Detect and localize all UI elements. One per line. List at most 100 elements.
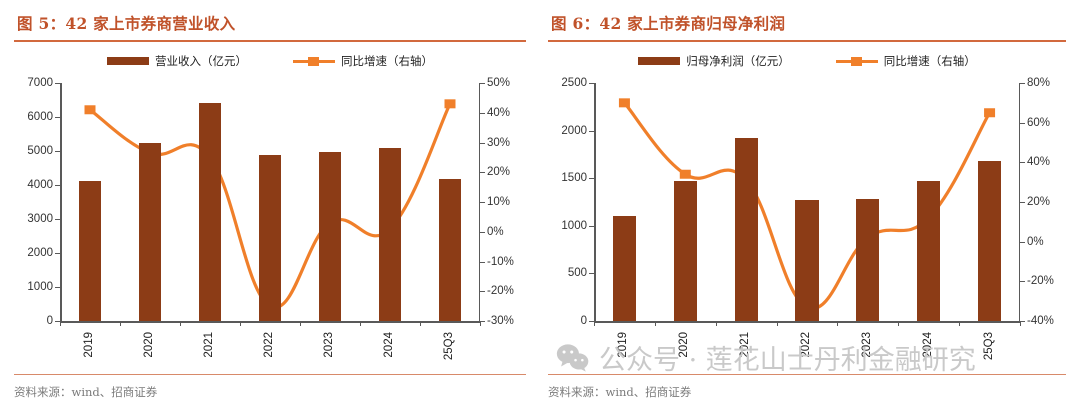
bar <box>795 200 819 321</box>
y-tick <box>55 117 60 118</box>
bar <box>438 178 462 321</box>
legend-item-bar: 营业收入（亿元） <box>107 53 247 69</box>
x-axis-label: 2021 <box>739 332 752 358</box>
bar <box>734 138 758 321</box>
figure-5-plot-area: 0 1000 2000 3000 4000 5000 6000 7000 -30% -20% -10… <box>14 75 526 375</box>
bar-swatch-icon <box>107 57 149 65</box>
x-axis-label: 2024 <box>921 332 934 358</box>
x-tick <box>959 321 961 326</box>
legend-item-line: 同比增速（右轴） <box>835 53 976 69</box>
y2-tick <box>480 291 485 293</box>
legend-item-bar: 归母净利润（亿元） <box>638 53 790 69</box>
y-axis-label: 1000 <box>27 281 53 293</box>
y-axis-label: 500 <box>567 267 587 280</box>
x-tick <box>240 321 241 326</box>
x-tick <box>776 321 778 326</box>
legend-label-bar: 归母净利润（亿元） <box>686 54 790 68</box>
x-axis-label: 2021 <box>203 332 215 358</box>
y-tick <box>55 321 60 322</box>
bar <box>978 161 1002 321</box>
y2-tick <box>480 142 485 144</box>
y-axis-label: 2000 <box>27 247 53 259</box>
y-tick <box>589 130 594 132</box>
line-marker <box>984 108 996 118</box>
x-tick <box>837 321 839 326</box>
bar <box>318 152 342 321</box>
y2-axis-label: -20% <box>487 285 514 298</box>
figure-5-footer: 资料来源：wind、招商证券 <box>14 373 526 401</box>
y2-axis-label: 50% <box>487 77 511 89</box>
y-axis-label: 6000 <box>27 111 53 123</box>
x-tick <box>360 321 361 326</box>
y-tick <box>589 83 594 84</box>
x-tick <box>420 321 421 326</box>
y2-tick <box>1020 83 1025 84</box>
line-marker <box>444 99 456 109</box>
y-tick <box>55 185 60 186</box>
y-axis-label: 3000 <box>27 213 53 225</box>
line-marker <box>679 169 691 179</box>
y2-axis-label: 20% <box>487 166 511 179</box>
y2-tick <box>480 172 485 174</box>
y-axis-label: 4000 <box>27 179 53 191</box>
x-axis-label: 2024 <box>383 332 395 358</box>
line-marker <box>84 105 96 115</box>
legend-item-line: 同比增速（右轴） <box>293 53 433 69</box>
y2-tick <box>480 261 485 263</box>
x-axis-label: 2022 <box>800 332 812 358</box>
y2-axis-label: 20% <box>1027 196 1051 208</box>
bar <box>612 216 636 321</box>
bar <box>198 103 222 321</box>
line-swatch-icon <box>835 56 878 66</box>
y-tick <box>55 253 60 254</box>
bar <box>138 142 162 321</box>
y-tick <box>589 273 594 275</box>
figure-6-plot: 0 500 1000 1500 2000 2500 -40% -20% 0% 20% 40% 60% 8… <box>561 77 1053 360</box>
figure-5-source: 资料来源：wind、招商证券 <box>14 385 158 399</box>
y2-tick <box>1020 202 1025 203</box>
figure-panel-5: 图 5：42 家上市券商营业收入 营业收入（亿元） 同比增速（右轴） 0 1000… <box>14 14 526 401</box>
x-axis-label: 2020 <box>143 332 155 358</box>
y2-axis-label: 0% <box>1027 235 1044 248</box>
bar <box>258 154 282 321</box>
x-tick <box>480 321 481 326</box>
bar <box>917 181 941 321</box>
figure-5-legend: 营业收入（亿元） 同比增速（右轴） <box>14 53 526 69</box>
figure-6-title-rule <box>548 40 1066 42</box>
y-tick <box>55 219 60 220</box>
x-axis-label: 2022 <box>263 332 275 358</box>
x-axis-label: 2019 <box>617 332 630 358</box>
figure-6-plot-area: 0 500 1000 1500 2000 2500 -40% -20% 0% 20% 40% 60% 8… <box>548 75 1066 375</box>
y2-axis-label: -10% <box>487 255 514 268</box>
figure-5-title: 图 5：42 家上市券商营业收入 <box>17 14 236 33</box>
figure-6-footer-rule <box>548 373 1066 375</box>
bar <box>673 181 697 321</box>
y-axis-label: 2500 <box>561 77 587 89</box>
y2-axis-label: -40% <box>1027 315 1054 327</box>
y2-axis-label: 80% <box>1027 77 1051 89</box>
y2-axis-label: 10% <box>487 196 511 208</box>
bar <box>856 199 880 321</box>
x-tick <box>300 321 301 326</box>
y2-axis-label: 30% <box>487 136 511 149</box>
legend-label-bar: 营业收入（亿元） <box>155 54 247 68</box>
x-axis-label: 2023 <box>860 332 873 358</box>
y2-axis-label: 0% <box>487 225 504 238</box>
x-axis-label: 2023 <box>323 332 335 358</box>
y-axis-label: 2000 <box>561 124 587 137</box>
x-tick <box>60 321 61 326</box>
y-axis-label: 1000 <box>561 219 587 232</box>
x-tick <box>715 321 717 326</box>
y-axis-label: 7000 <box>27 77 53 89</box>
y2-tick <box>480 112 485 114</box>
y2-axis-label: 40% <box>487 106 511 119</box>
y2-tick <box>1020 321 1025 322</box>
y-axis-label: 0 <box>580 315 587 327</box>
x-tick <box>120 321 121 326</box>
y2-tick <box>1020 241 1025 243</box>
y-axis-label: 5000 <box>27 145 53 157</box>
figure-6-footer: 资料来源：wind、招商证券 <box>548 373 1066 401</box>
bar <box>78 180 102 321</box>
figure-panel-6: 图 6：42 家上市券商归母净利润 归母净利润（亿元） 同比增速（右轴） 0 50… <box>540 0 1080 408</box>
